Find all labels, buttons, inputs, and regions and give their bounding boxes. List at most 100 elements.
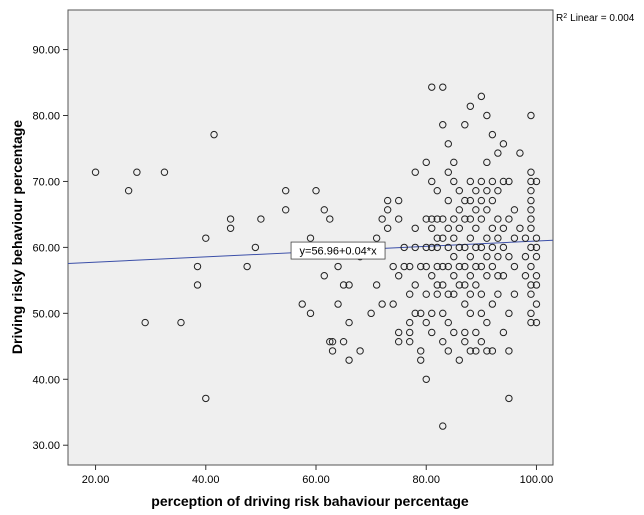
data-point xyxy=(455,224,464,232)
data-point xyxy=(345,281,353,289)
data-point xyxy=(461,121,469,129)
data-point xyxy=(527,168,535,176)
data-point xyxy=(527,290,535,298)
data-point xyxy=(328,337,337,346)
data-point xyxy=(141,318,149,327)
r-squared-label: R2 Linear = 0.004 xyxy=(556,13,635,25)
data-point xyxy=(527,318,535,327)
data-point xyxy=(472,206,480,214)
data-point xyxy=(428,177,436,186)
data-point xyxy=(477,215,486,223)
data-point xyxy=(461,281,469,289)
data-point xyxy=(367,309,375,318)
y-tick-label: 80.00 xyxy=(32,111,60,123)
data-point xyxy=(411,281,419,289)
data-point xyxy=(439,83,447,91)
data-point xyxy=(455,281,464,289)
data-point xyxy=(499,177,508,186)
data-point xyxy=(461,215,469,223)
data-point xyxy=(477,177,486,186)
y-tick-label: 30.00 xyxy=(32,440,60,452)
data-point xyxy=(521,272,530,280)
data-point xyxy=(378,300,386,308)
y-tick-label: 70.00 xyxy=(32,176,60,188)
data-point xyxy=(306,309,315,318)
data-point xyxy=(422,375,430,383)
data-point xyxy=(461,300,469,308)
data-point xyxy=(455,262,464,271)
data-point xyxy=(505,215,513,223)
data-point xyxy=(417,262,425,271)
data-point xyxy=(444,318,452,327)
data-point xyxy=(389,300,397,308)
data-point xyxy=(439,215,447,223)
data-point xyxy=(257,215,265,223)
data-point xyxy=(527,224,535,232)
data-point xyxy=(521,234,530,242)
data-point xyxy=(177,318,185,327)
data-point xyxy=(339,281,348,289)
data-point xyxy=(488,347,497,355)
data-point xyxy=(483,206,491,214)
data-point xyxy=(450,234,458,242)
data-point xyxy=(532,300,541,308)
data-point xyxy=(527,262,535,271)
data-point xyxy=(210,130,218,139)
r-squared-r: R xyxy=(556,13,563,24)
data-point xyxy=(406,318,414,327)
data-point xyxy=(450,252,458,261)
data-point xyxy=(499,328,508,337)
data-point xyxy=(521,252,530,261)
data-point xyxy=(527,186,535,195)
data-point xyxy=(505,394,513,403)
data-point xyxy=(510,206,519,214)
data-point xyxy=(472,347,480,355)
data-point xyxy=(450,272,458,280)
data-point xyxy=(483,111,491,120)
data-point xyxy=(494,234,502,242)
data-point xyxy=(527,281,535,289)
data-point xyxy=(532,318,541,327)
data-point xyxy=(133,168,141,176)
data-point xyxy=(226,215,235,223)
data-point xyxy=(527,206,535,214)
data-point xyxy=(433,186,441,195)
data-point xyxy=(433,234,441,242)
data-point xyxy=(439,422,447,430)
data-point xyxy=(91,168,100,176)
data-point xyxy=(444,140,452,148)
data-point xyxy=(466,215,475,223)
data-point xyxy=(328,347,337,355)
data-point xyxy=(433,281,441,289)
data-point xyxy=(334,300,342,308)
data-point xyxy=(472,281,480,289)
data-point xyxy=(450,158,458,167)
data-point xyxy=(488,243,497,252)
data-point xyxy=(461,196,469,205)
data-point xyxy=(505,252,513,261)
data-point xyxy=(466,290,475,298)
data-point xyxy=(461,262,469,271)
data-point xyxy=(466,196,475,205)
data-point xyxy=(527,215,535,223)
data-point xyxy=(226,224,235,232)
data-point xyxy=(461,337,469,346)
data-point xyxy=(466,347,475,355)
data-point xyxy=(428,328,436,337)
data-point xyxy=(450,328,458,337)
data-point xyxy=(527,177,535,186)
data-point xyxy=(527,196,535,205)
data-point xyxy=(444,196,452,205)
data-point xyxy=(406,337,414,346)
y-axis-title: Driving risky behaviour percentage xyxy=(9,120,25,354)
data-point xyxy=(461,243,469,252)
r-squared-sup: 2 xyxy=(563,13,567,20)
data-point xyxy=(439,309,447,318)
data-point xyxy=(422,215,430,223)
data-point xyxy=(532,252,541,261)
data-point xyxy=(411,168,419,176)
data-point xyxy=(326,215,334,223)
data-point xyxy=(193,262,202,271)
data-point xyxy=(472,186,480,195)
